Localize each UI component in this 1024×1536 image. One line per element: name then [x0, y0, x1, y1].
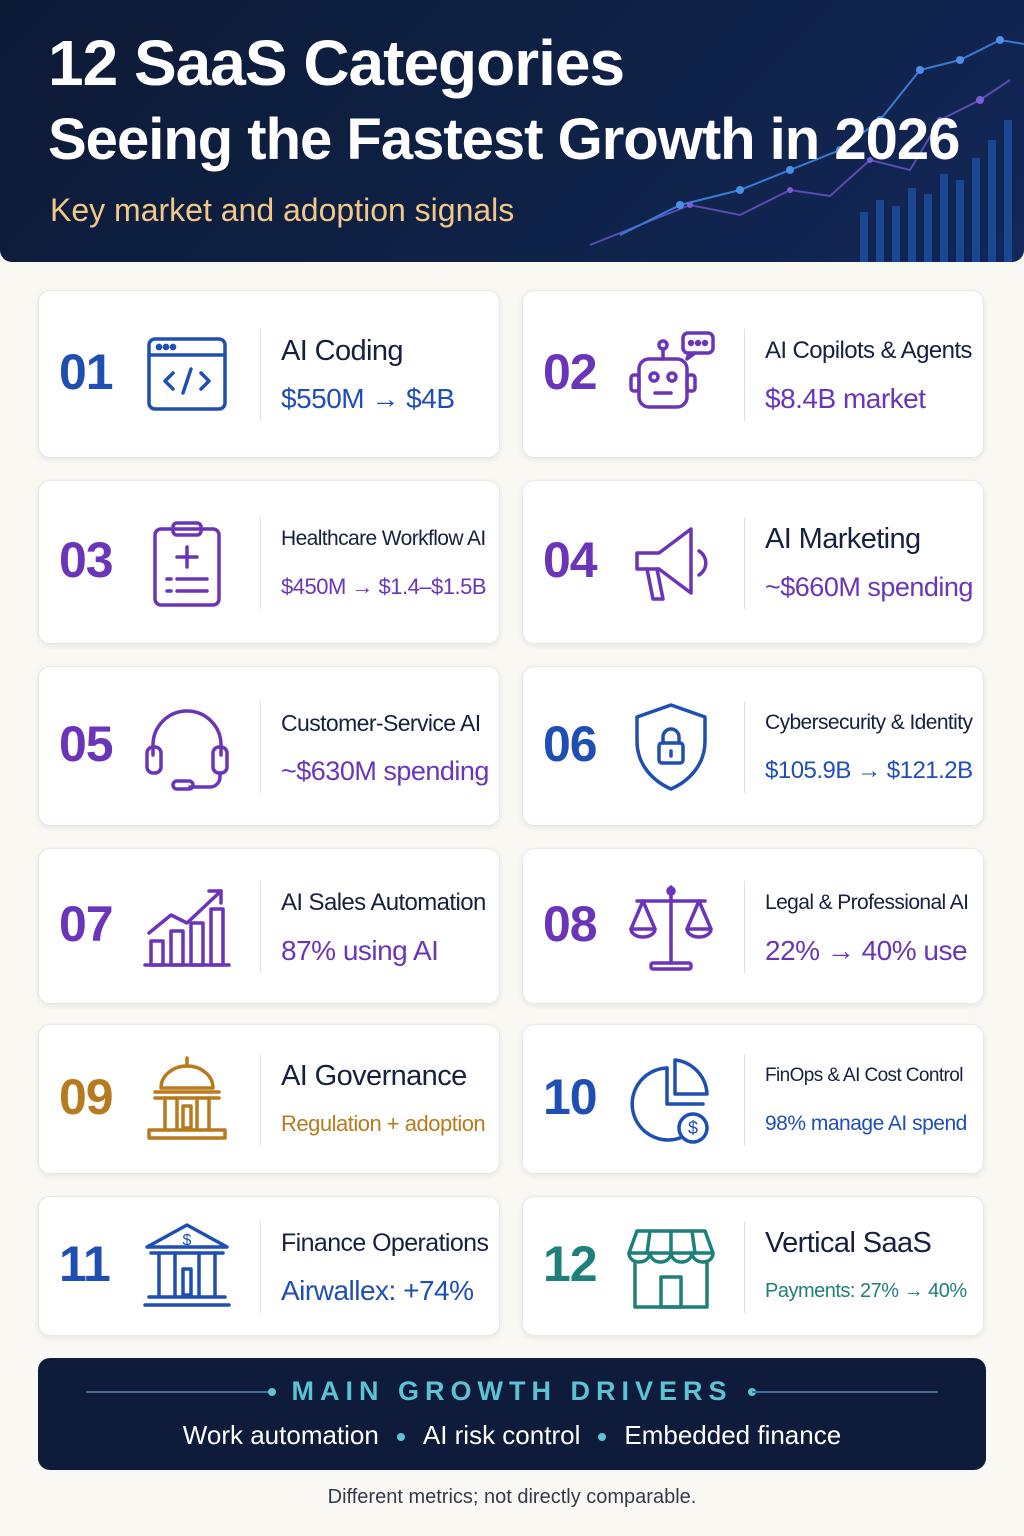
category-card: 04 AI Marketing ~$660M spending [522, 480, 984, 644]
drivers-heading: MAIN GROWTH DRIVERS [291, 1376, 733, 1406]
category-number: 01 [59, 344, 114, 400]
footnote: Different metrics; not directly comparab… [327, 1486, 697, 1508]
category-title: AI Sales Automation [281, 889, 486, 916]
government-building-icon [139, 1052, 235, 1148]
shield-lock-icon [623, 699, 719, 795]
category-metric: 98% manage AI spend [765, 1112, 967, 1135]
category-card: 12 Vertical SaaS Payments: 27% → 40% [522, 1196, 984, 1336]
card-divider [260, 881, 261, 973]
category-title: Vertical SaaS [765, 1227, 932, 1259]
category-card: 06 Cybersecurity & Identity $105.9B → $1… [522, 666, 984, 826]
category-metric: Payments: 27% → 40% [765, 1280, 967, 1302]
category-card: 07 AI Sales Automation 87% using AI [38, 848, 500, 1004]
category-metric: $105.9B → $121.2B [765, 757, 973, 784]
page-title-line-2: Seeing the Fastest Growth in 2026 [48, 107, 960, 172]
code-window-icon [139, 327, 235, 423]
category-title: Customer-Service AI [281, 710, 481, 736]
robot-chat-icon [623, 327, 719, 423]
card-divider [260, 329, 261, 421]
category-title: Finance Operations [281, 1229, 489, 1257]
growth-chart-icon [139, 879, 235, 975]
category-title: AI Marketing [765, 523, 921, 555]
category-number: 07 [59, 896, 114, 952]
card-divider [260, 701, 261, 793]
megaphone-icon [623, 515, 719, 611]
driver-item: AI risk control [422, 1420, 581, 1450]
category-card: 10 $ FinOps & AI Cost Control 98% manage… [522, 1024, 984, 1174]
category-title: FinOps & AI Cost Control [765, 1065, 963, 1086]
card-divider [744, 881, 745, 973]
category-metric: Regulation + adoption [281, 1111, 486, 1136]
card-divider [744, 517, 745, 609]
bullet-dot [598, 1433, 607, 1442]
bank-dollar-icon: $ [139, 1219, 235, 1315]
page-title: 12 SaaS Categories [48, 27, 625, 99]
driver-item: Work automation [182, 1420, 379, 1450]
category-card: 01 AI Coding $550M → $4B [38, 290, 500, 458]
drivers-list: Work automation AI risk control Embedded f… [38, 1418, 986, 1452]
card-divider [744, 1054, 745, 1146]
growth-drivers-panel: MAIN GROWTH DRIVERS Work automation AI ri… [38, 1358, 986, 1470]
category-title: AI Governance [281, 1060, 467, 1092]
category-metric: ~$630M spending [281, 756, 489, 786]
svg-text:$: $ [183, 1232, 192, 1249]
category-card: 08 Legal & Professional AI 22% → 40% use [522, 848, 984, 1004]
divider-dot [268, 1388, 276, 1396]
category-title: AI Copilots & Agents [765, 337, 972, 364]
category-number: 11 [59, 1236, 111, 1292]
category-card: 03 Healthcare Workflow AI $450M → $1.4–$… [38, 480, 500, 644]
category-metric: $450M → $1.4–$1.5B [281, 574, 487, 599]
divider-right [752, 1391, 938, 1393]
category-number: 02 [543, 344, 598, 400]
category-title: AI Coding [281, 335, 404, 367]
category-number: 04 [543, 532, 598, 588]
category-metric: $8.4B market [765, 383, 926, 414]
growth-trend-decoration [589, 36, 1024, 262]
category-card: 05 Customer-Service AI ~$630M spending [38, 666, 500, 826]
page-subtitle: Key market and adoption signals [50, 192, 515, 228]
svg-text:$: $ [688, 1118, 698, 1138]
category-card: 02 AI Copilots & Agents $8.4B market [522, 290, 984, 458]
category-title: Healthcare Workflow AI [281, 527, 486, 550]
category-number: 12 [543, 1236, 598, 1292]
pie-dollar-icon: $ [623, 1052, 719, 1148]
divider-left [86, 1391, 272, 1393]
category-number: 05 [59, 716, 114, 772]
category-metric: 22% → 40% use [765, 935, 968, 966]
header-banner: 12 SaaS Categories Seeing the Fastest Gr… [0, 0, 1024, 262]
medical-clipboard-icon [139, 515, 235, 611]
card-divider [260, 517, 261, 609]
bullet-dot [396, 1433, 405, 1442]
category-number: 08 [543, 896, 598, 952]
card-divider [744, 701, 745, 793]
scales-icon [623, 879, 719, 975]
storefront-icon [623, 1219, 719, 1315]
category-metric: $550M → $4B [281, 383, 455, 414]
category-card: 09 AI Governance Regulation + adoption [38, 1024, 500, 1174]
headset-icon [139, 699, 235, 795]
card-divider [260, 1054, 261, 1146]
category-metric: 87% using AI [281, 935, 439, 966]
category-card: 11 $ Finance Operations Airwallex: +74% [38, 1196, 500, 1336]
driver-item: Embedded finance [624, 1420, 842, 1450]
card-divider [744, 1221, 745, 1313]
category-number: 03 [59, 532, 114, 588]
category-number: 09 [59, 1069, 114, 1125]
category-number: 10 [543, 1069, 598, 1125]
category-title: Legal & Professional AI [765, 891, 969, 914]
card-divider [260, 1221, 261, 1313]
category-title: Cybersecurity & Identity [765, 711, 973, 734]
category-metric: ~$660M spending [765, 572, 973, 602]
category-metric: Airwallex: +74% [281, 1275, 474, 1306]
card-divider [744, 329, 745, 421]
category-number: 06 [543, 716, 598, 772]
